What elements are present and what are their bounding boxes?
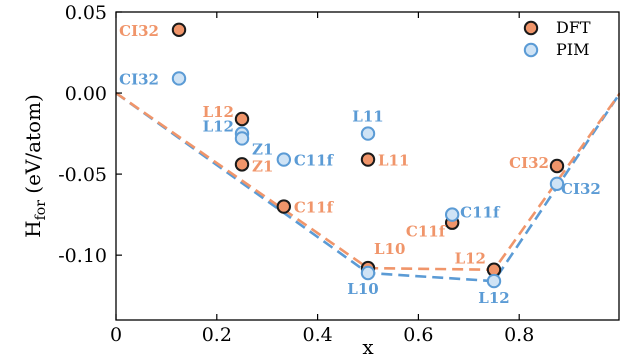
point-dft bbox=[234, 157, 250, 172]
point-dft bbox=[171, 22, 187, 38]
point-pim bbox=[276, 152, 292, 167]
point-pim bbox=[486, 273, 502, 289]
point-dft bbox=[360, 152, 376, 167]
y-axis-label: Hfor (eV/atom) bbox=[21, 94, 49, 238]
point-pim bbox=[444, 207, 460, 222]
point-pim bbox=[171, 71, 187, 86]
point-label-pim: C11f bbox=[460, 204, 501, 222]
y-tick-label: -0.10 bbox=[58, 245, 107, 267]
x-tick-label: 0 bbox=[110, 324, 122, 346]
data-points bbox=[171, 22, 565, 289]
legend-marker-pim bbox=[523, 42, 539, 58]
point-pim bbox=[360, 126, 376, 141]
point-label-pim: L11 bbox=[352, 108, 383, 126]
point-label-dft: L12 bbox=[455, 250, 486, 268]
x-axis-label: x bbox=[362, 335, 374, 359]
y-tick-label: -0.05 bbox=[58, 164, 107, 186]
point-pim bbox=[549, 176, 565, 192]
y-tick-label: 0.05 bbox=[65, 2, 107, 24]
point-dft bbox=[549, 158, 565, 174]
point-label-dft: C11f bbox=[294, 199, 335, 217]
point-dft bbox=[276, 199, 292, 214]
point-labels: CI32L12Z1C11fL11L10C11fL12CI32CI32L12Z1C… bbox=[119, 22, 601, 307]
point-label-pim: L10 bbox=[347, 280, 378, 298]
axis-ticks bbox=[115, 11, 520, 320]
point-label-dft: CI32 bbox=[119, 22, 159, 40]
point-dft bbox=[234, 111, 250, 127]
axis-tick-labels: 0 0.2 0.4 0.6 0.8 0.05 0.00 -0.05 -0.10 bbox=[58, 2, 534, 346]
point-pim bbox=[360, 265, 376, 281]
point-label-pim: Z1 bbox=[252, 140, 273, 158]
y-axis-label-main: H bbox=[21, 220, 45, 237]
point-label-dft: CI32 bbox=[509, 154, 549, 172]
legend-label-dft: DFT bbox=[556, 18, 591, 37]
point-label-dft: C11f bbox=[406, 223, 447, 241]
point-label-dft: L10 bbox=[374, 240, 405, 258]
point-label-pim: L12 bbox=[478, 289, 509, 307]
point-label-dft: Z1 bbox=[252, 157, 273, 175]
point-label-pim: C11f bbox=[294, 152, 335, 170]
y-axis-label-subscript: for bbox=[33, 200, 49, 221]
point-label-pim: CI32 bbox=[119, 70, 159, 88]
point-pim bbox=[234, 131, 250, 146]
point-label-pim: CI32 bbox=[561, 180, 601, 198]
x-tick-label: 0.8 bbox=[504, 324, 534, 346]
point-label-dft: L12 bbox=[203, 103, 234, 121]
legend-marker-dft bbox=[523, 20, 539, 36]
x-tick-label: 0.2 bbox=[202, 324, 232, 346]
legend: DFT PIM bbox=[523, 18, 591, 59]
plot-frame bbox=[115, 11, 620, 321]
point-label-pim: L12 bbox=[203, 118, 234, 136]
x-tick-label: 0.4 bbox=[302, 324, 332, 346]
y-axis-label-unit: (eV/atom) bbox=[21, 94, 45, 200]
x-tick-label: 0.6 bbox=[403, 324, 433, 346]
legend-label-pim: PIM bbox=[556, 40, 589, 59]
y-tick-label: 0.00 bbox=[65, 83, 107, 105]
point-label-dft: L11 bbox=[378, 152, 409, 170]
hull-line-dft bbox=[115, 91, 620, 272]
